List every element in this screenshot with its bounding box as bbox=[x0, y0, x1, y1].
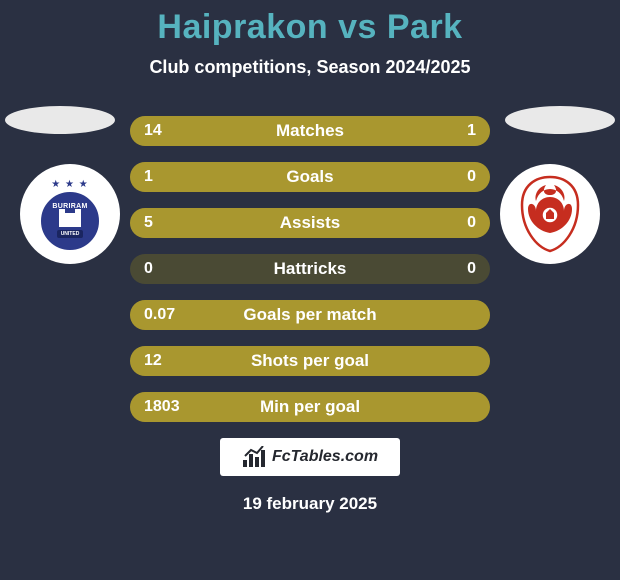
stat-label: Matches bbox=[130, 116, 490, 146]
stat-bars: 14 Matches 1 1 Goals 0 5 Assists 0 0 Hat… bbox=[130, 106, 490, 422]
stat-value-left: 14 bbox=[144, 116, 162, 146]
footer-date: 19 february 2025 bbox=[0, 494, 620, 514]
stat-value-right: 0 bbox=[467, 254, 476, 284]
page-subtitle: Club competitions, Season 2024/2025 bbox=[0, 57, 620, 78]
bars-chart-icon bbox=[242, 446, 266, 468]
comparison-content: ★ ★ ★ BURIRAM UNITED bbox=[0, 106, 620, 514]
phoenix-crest-icon bbox=[514, 173, 586, 255]
club-badge-right bbox=[500, 164, 600, 264]
stat-row-matches: 14 Matches 1 bbox=[130, 116, 490, 146]
stat-row-min-per-goal: 1803 Min per goal bbox=[130, 392, 490, 422]
stat-value-left: 12 bbox=[144, 346, 162, 376]
stat-value-right: 0 bbox=[467, 162, 476, 192]
stat-value-right: 0 bbox=[467, 208, 476, 238]
stat-row-goals-per-match: 0.07 Goals per match bbox=[130, 300, 490, 330]
stat-label: Min per goal bbox=[130, 392, 490, 422]
stat-label: Hattricks bbox=[130, 254, 490, 284]
stat-value-left: 1803 bbox=[144, 392, 180, 422]
player-photo-placeholder-left bbox=[5, 106, 115, 134]
page-title: Haiprakon vs Park bbox=[0, 0, 620, 47]
stat-value-left: 1 bbox=[144, 162, 153, 192]
branding-box: FcTables.com bbox=[220, 438, 400, 476]
stat-row-goals: 1 Goals 0 bbox=[130, 162, 490, 192]
club-badge-left: ★ ★ ★ BURIRAM UNITED bbox=[20, 164, 120, 264]
stat-value-left: 5 bbox=[144, 208, 153, 238]
stat-label: Assists bbox=[130, 208, 490, 238]
stat-row-hattricks: 0 Hattricks 0 bbox=[130, 254, 490, 284]
stat-value-right: 1 bbox=[467, 116, 476, 146]
stat-label: Shots per goal bbox=[130, 346, 490, 376]
stat-label: Goals per match bbox=[130, 300, 490, 330]
player-photo-placeholder-right bbox=[505, 106, 615, 134]
branding-text: FcTables.com bbox=[272, 448, 378, 466]
stat-row-assists: 5 Assists 0 bbox=[130, 208, 490, 238]
stat-value-left: 0 bbox=[144, 254, 153, 284]
stat-value-left: 0.07 bbox=[144, 300, 175, 330]
stat-row-shots-per-goal: 12 Shots per goal bbox=[130, 346, 490, 376]
buriram-crest-icon: ★ ★ ★ BURIRAM UNITED bbox=[35, 174, 105, 254]
stat-label: Goals bbox=[130, 162, 490, 192]
